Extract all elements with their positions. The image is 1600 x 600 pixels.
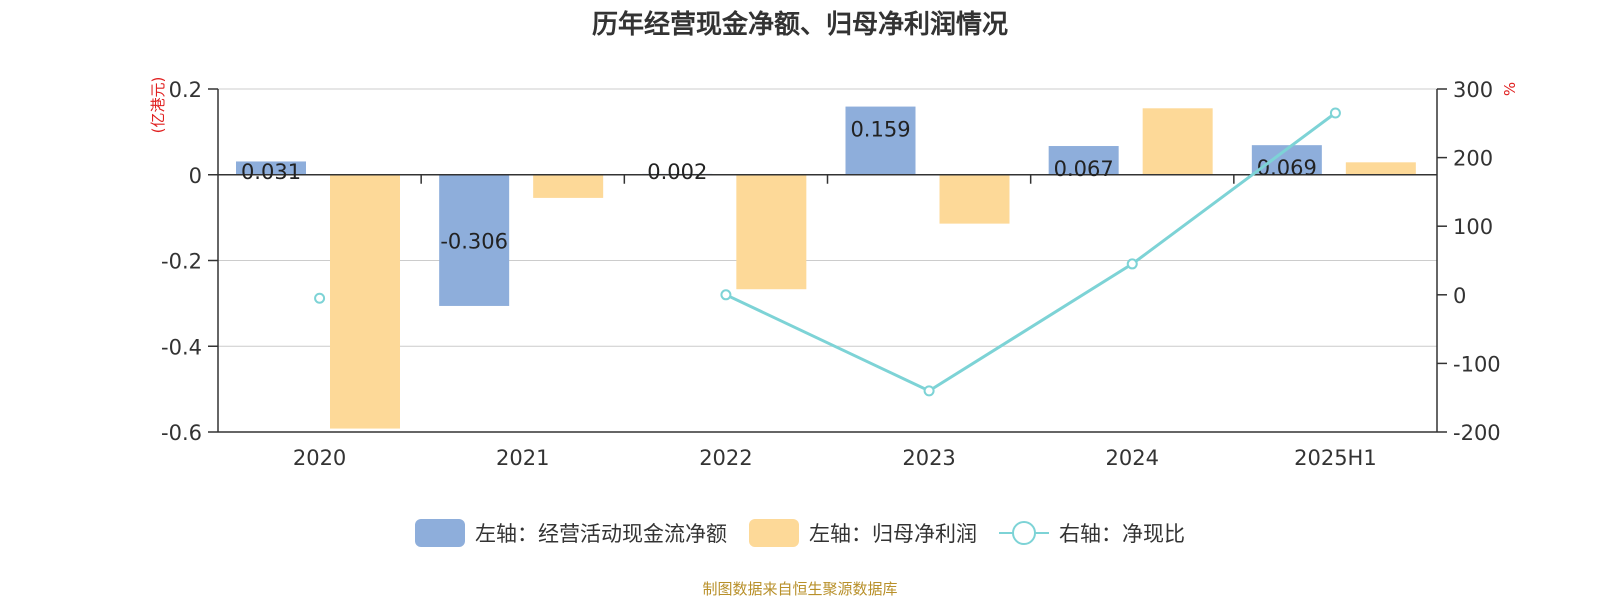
line-point-cash-ratio: [923, 385, 935, 397]
bar-data-label: 0.002: [647, 160, 707, 184]
legend-item-net-profit[interactable]: 左轴：归母净利润: [749, 518, 977, 548]
bar-net-profit: [330, 174, 400, 429]
line-point-cash-ratio: [314, 292, 326, 304]
legend-label: 左轴：经营活动现金流净额: [475, 522, 727, 546]
bar-net-profit: [939, 174, 1010, 224]
chart-title: 历年经营现金净额、归母净利润情况: [591, 10, 1008, 40]
bar-net-profit: [533, 174, 604, 198]
legend: 左轴：经营活动现金流净额 左轴：归母净利润 右轴：净现比: [0, 518, 1600, 548]
legend-swatch-bar-orange: [749, 519, 799, 547]
left-axis-tick-label: -0.4: [161, 335, 202, 359]
line-point-cash-ratio: [1126, 258, 1138, 270]
bar-operating-cash-flow: [236, 161, 306, 175]
legend-label: 右轴：净现比: [1059, 522, 1185, 546]
left-axis-tick-label: -0.2: [161, 250, 202, 274]
right-axis-tick-label: -200: [1453, 421, 1501, 445]
bar-data-label: -0.306: [440, 229, 508, 253]
right-axis-tick-label: -100: [1453, 352, 1501, 376]
bar-net-profit: [736, 174, 807, 290]
bar-data-label: 0.069: [1257, 156, 1317, 180]
left-axis-unit: (亿港元): [149, 77, 167, 134]
x-axis-tick-label: 2021: [496, 446, 549, 470]
line-cash-ratio: [725, 111, 1337, 393]
line-point-cash-ratio: [720, 289, 732, 301]
legend-item-operating-cash-flow[interactable]: 左轴：经营活动现金流净额: [415, 518, 727, 548]
line-point-cash-ratio: [1329, 107, 1341, 119]
bar-net-profit: [1345, 162, 1416, 175]
x-axis-tick-label: 2024: [1106, 446, 1159, 470]
legend-swatch-bar-blue: [415, 519, 465, 547]
bar-data-label: 0.067: [1054, 157, 1114, 181]
bar-operating-cash-flow: [845, 106, 916, 175]
x-axis-tick-label: 2023: [902, 446, 955, 470]
right-axis-tick-label: 200: [1453, 147, 1493, 171]
legend-swatch-line: [999, 519, 1049, 547]
x-axis-tick-label: 2025H1: [1294, 446, 1377, 470]
legend-label: 左轴：归母净利润: [809, 522, 977, 546]
legend-item-cash-ratio[interactable]: 右轴：净现比: [999, 518, 1185, 548]
bar-net-profit: [1142, 108, 1213, 175]
bar-data-label: 0.031: [241, 160, 301, 184]
right-axis-tick-label: 100: [1453, 215, 1493, 239]
bar-operating-cash-flow: [439, 174, 510, 306]
left-axis-tick-label: 0.2: [169, 78, 202, 102]
bar-operating-cash-flow: [1048, 146, 1119, 175]
right-axis-unit: %: [1501, 82, 1519, 96]
bar-data-label: 0.159: [850, 118, 910, 142]
source-note: 制图数据来自恒生聚源数据库: [702, 580, 898, 598]
x-axis-tick-label: 2020: [293, 446, 346, 470]
x-axis-tick-label: 2022: [699, 446, 752, 470]
left-axis-tick-label: 0: [189, 164, 202, 188]
left-axis-tick-label: -0.6: [161, 421, 202, 445]
right-axis-tick-label: 0: [1453, 284, 1466, 308]
right-axis-tick-label: 300: [1453, 78, 1493, 102]
